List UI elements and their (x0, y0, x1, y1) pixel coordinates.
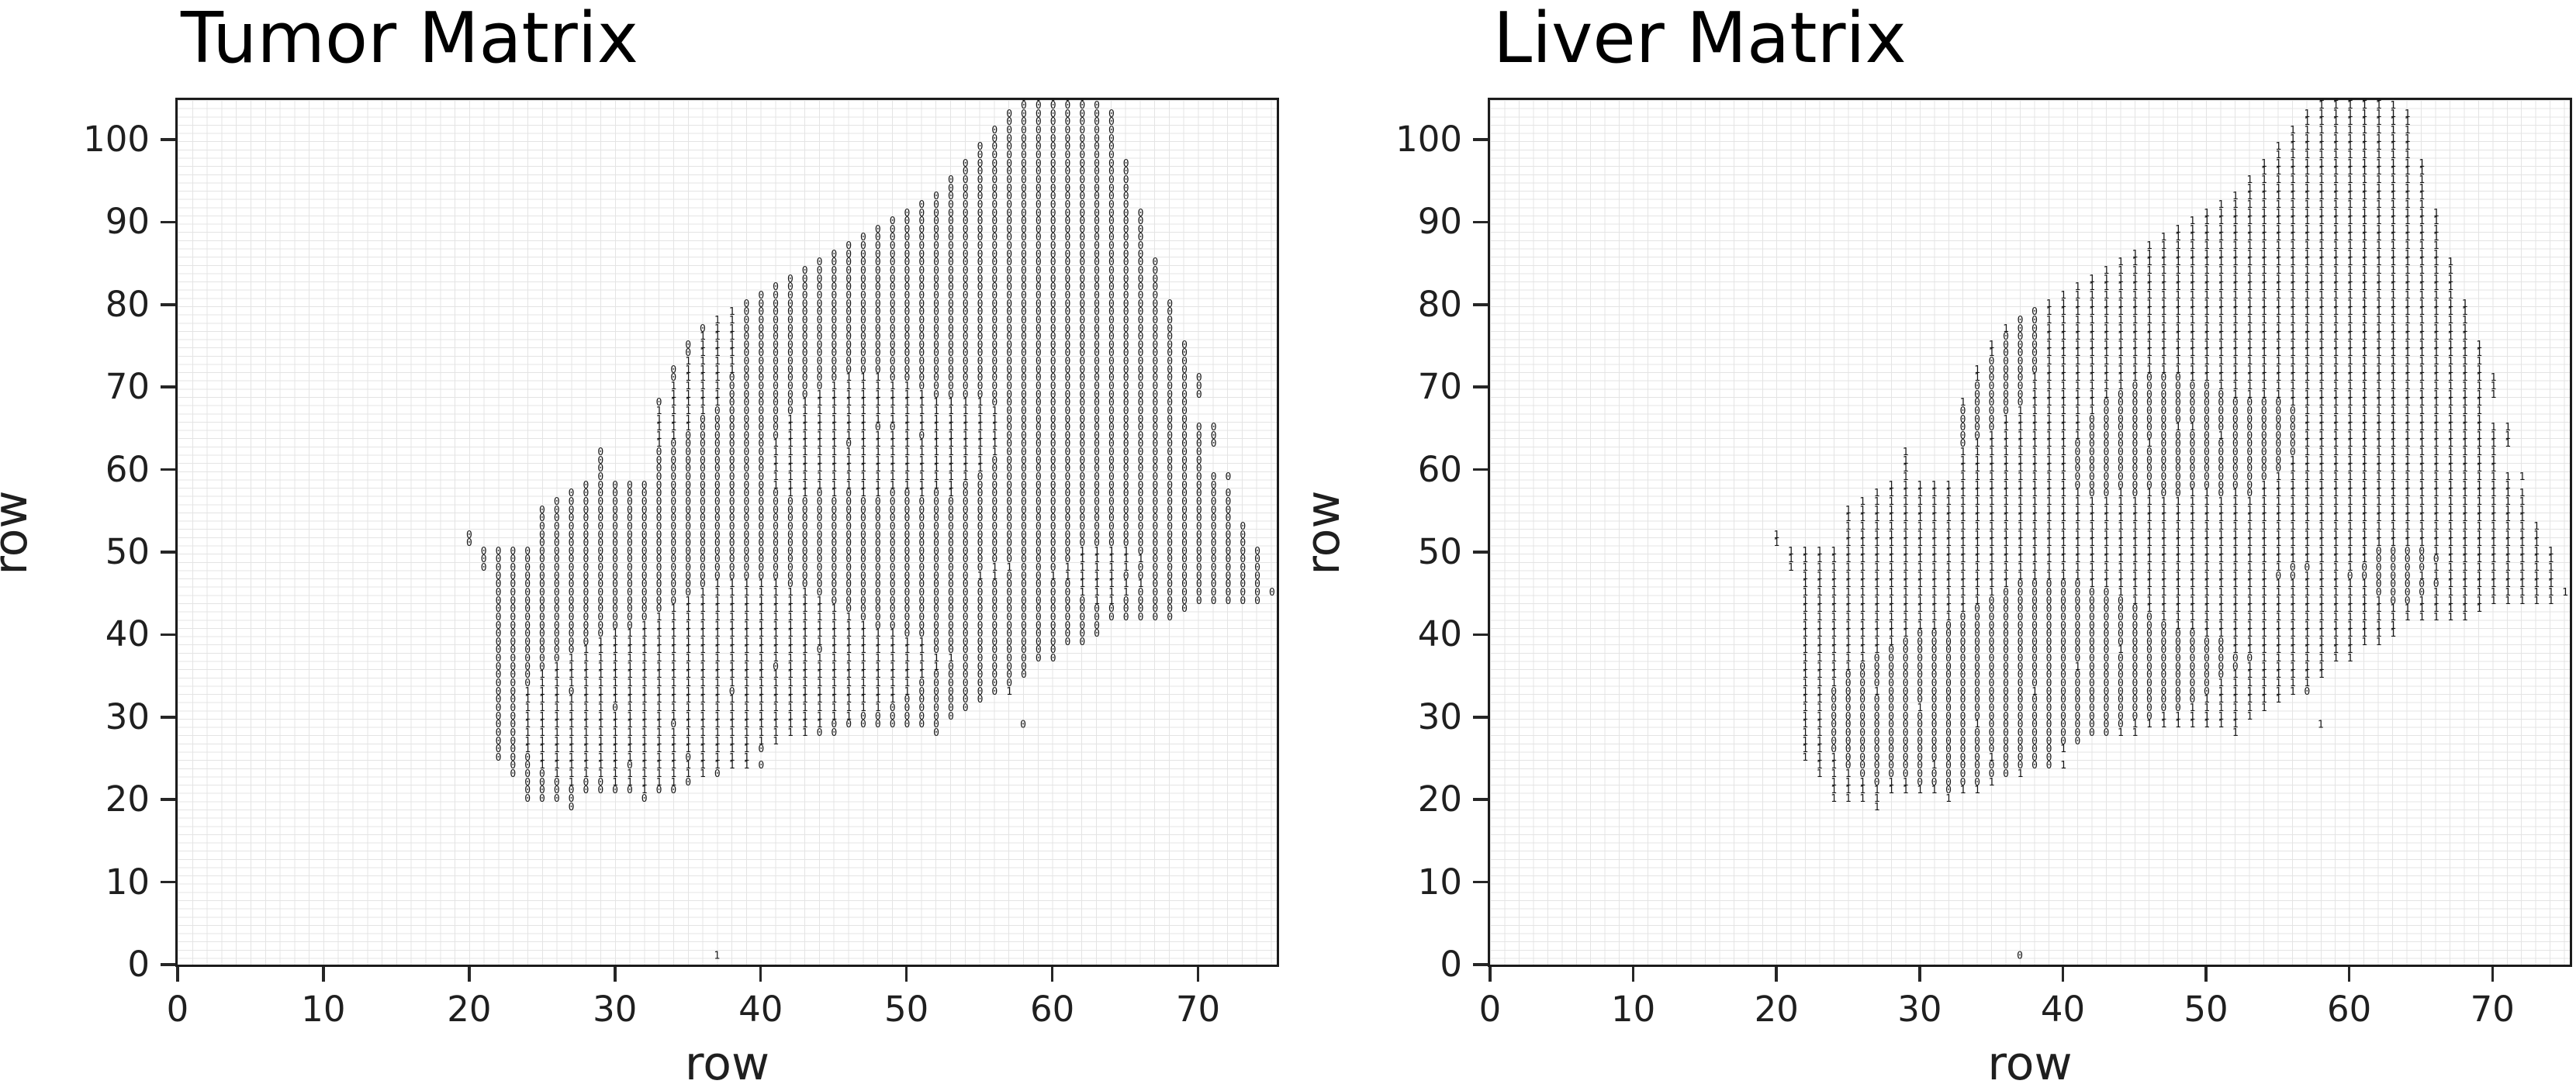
x-tick-label: 30 (1897, 989, 1942, 1030)
x-tick-mark (2491, 967, 2495, 982)
x-tick-mark (1050, 967, 1054, 982)
x-tick-mark (1918, 967, 1921, 982)
y-tick-mark (161, 880, 175, 884)
x-tick-label: 50 (2184, 989, 2228, 1030)
x-tick-mark (2061, 967, 2065, 982)
y-tick-label: 0 (127, 944, 150, 985)
x-tick-label: 0 (166, 989, 189, 1030)
y-tick-label: 80 (1417, 283, 1462, 325)
y-tick-label: 10 (105, 861, 150, 903)
y-tick-mark (161, 220, 175, 224)
x-tick-mark (468, 967, 471, 982)
x-tick-mark (614, 967, 617, 982)
x-tick-mark (2347, 967, 2351, 982)
y-tick-mark (1473, 798, 1488, 801)
y-tick-label: 20 (105, 779, 150, 820)
y-tick-label: 80 (105, 283, 150, 325)
liver-stray-point-0: 0 (2017, 950, 2023, 962)
y-tick-mark (1473, 963, 1488, 966)
y-tick-label: 100 (1395, 119, 1462, 161)
y-tick-label: 30 (1417, 696, 1462, 737)
y-tick-label: 50 (105, 531, 150, 573)
y-tick-mark (161, 716, 175, 719)
x-tick-mark (1775, 967, 1778, 982)
y-tick-mark (1473, 138, 1488, 141)
tumor-stray-point-0: 1 (714, 950, 721, 962)
x-tick-mark (2204, 967, 2208, 982)
x-tick-label: 70 (1175, 989, 1221, 1030)
x-tick-mark (176, 967, 179, 982)
tumor-grid-lines (178, 100, 1277, 965)
x-tick-label: 10 (301, 989, 346, 1030)
y-tick-label: 50 (1417, 531, 1462, 573)
x-tick-label: 40 (2040, 989, 2086, 1030)
tumor-stray-point-1: 0 (1020, 719, 1026, 731)
y-tick-mark (1473, 716, 1488, 719)
y-tick-label: 100 (83, 119, 150, 161)
y-tick-mark (1473, 385, 1488, 388)
x-tick-label: 70 (2470, 989, 2515, 1030)
x-tick-mark (904, 967, 908, 982)
y-tick-mark (161, 551, 175, 554)
y-tick-label: 40 (105, 613, 150, 655)
y-tick-mark (161, 963, 175, 966)
liver-panel-title: Liver Matrix (1493, 0, 1907, 79)
liver-x-axis-label: row (1987, 1037, 2073, 1091)
x-tick-label: 0 (1478, 989, 1502, 1030)
liver-plot-area: 11111 111111 11111111 11111111 (1488, 98, 2572, 967)
y-tick-label: 70 (105, 366, 150, 408)
x-tick-mark (1489, 967, 1492, 982)
y-tick-label: 10 (1417, 861, 1462, 903)
liver-grid-lines (1490, 100, 2570, 965)
x-tick-label: 30 (593, 989, 638, 1030)
x-tick-mark (759, 967, 762, 982)
y-tick-mark (161, 303, 175, 306)
tumor-panel-title: Tumor Matrix (181, 0, 639, 79)
tumor-data-points: 00000 000000 00000000 00000000 (465, 98, 1279, 813)
y-tick-label: 70 (1417, 366, 1462, 408)
x-tick-label: 20 (447, 989, 492, 1030)
x-tick-label: 60 (2327, 989, 2372, 1030)
y-tick-mark (1473, 633, 1488, 637)
y-tick-mark (161, 385, 175, 388)
x-tick-mark (1631, 967, 1635, 982)
x-tick-label: 50 (884, 989, 929, 1030)
y-tick-label: 60 (105, 448, 150, 490)
y-tick-label: 30 (105, 696, 150, 737)
y-tick-mark (1473, 551, 1488, 554)
x-tick-mark (1196, 967, 1200, 982)
y-tick-mark (161, 138, 175, 141)
liver-stray-point-1: 1 (2317, 719, 2324, 731)
tumor-x-axis-label: row (684, 1037, 770, 1091)
liver-data-points: 11111 111111 11111111 11111111 (1773, 98, 2572, 813)
x-tick-label: 60 (1029, 989, 1075, 1030)
y-tick-mark (1473, 303, 1488, 306)
y-tick-mark (161, 468, 175, 471)
y-tick-label: 60 (1417, 448, 1462, 490)
y-tick-label: 90 (105, 201, 150, 243)
x-tick-label: 10 (1610, 989, 1656, 1030)
x-tick-label: 40 (738, 989, 783, 1030)
y-tick-label: 20 (1417, 779, 1462, 820)
tumor-plot-area: 00000 000000 00000000 00000000 (175, 98, 1279, 967)
y-tick-mark (1473, 468, 1488, 471)
y-tick-label: 40 (1417, 613, 1462, 655)
y-tick-label: 90 (1417, 201, 1462, 243)
y-tick-mark (161, 633, 175, 637)
y-tick-mark (1473, 220, 1488, 224)
y-tick-label: 0 (1440, 944, 1462, 985)
x-tick-mark (322, 967, 325, 982)
y-tick-mark (161, 798, 175, 801)
y-tick-mark (1473, 880, 1488, 884)
x-tick-label: 20 (1754, 989, 1799, 1030)
